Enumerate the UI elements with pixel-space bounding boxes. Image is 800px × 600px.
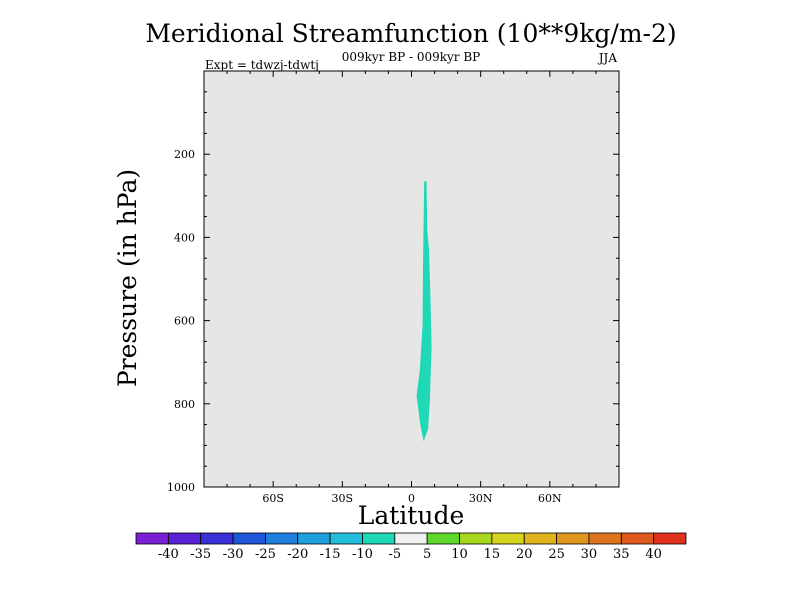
x-tick-label: 60N <box>538 492 562 505</box>
colorbar-box <box>588 532 622 545</box>
x-tick-label: 30N <box>469 492 493 505</box>
y-tick-label: 800 <box>174 398 195 411</box>
shaded-regions <box>416 181 432 442</box>
season-label: JJA <box>597 51 618 65</box>
colorbar-label: -10 <box>352 547 373 562</box>
colorbar-label: -15 <box>320 547 341 562</box>
colorbar-box <box>329 532 363 545</box>
colorbar-label: 20 <box>516 547 533 562</box>
colorbar-label: 10 <box>451 547 468 562</box>
x-tick-label: 0 <box>408 492 415 505</box>
colorbar-box <box>394 532 428 545</box>
colorbar-label: -40 <box>158 547 179 562</box>
x-axis-ticks <box>226 71 597 487</box>
colorbar-box <box>362 532 396 545</box>
colorbar-label: 25 <box>548 547 565 562</box>
y-axis-tick-labels: 200 400 600 800 1000 <box>167 148 195 494</box>
y-axis-ticks <box>204 91 619 467</box>
colorbar-box <box>265 532 299 545</box>
y-tick-label: 1000 <box>167 481 195 494</box>
x-axis-tick-labels: 60S 30S 0 30N 60N <box>262 492 562 505</box>
contour-region <box>416 181 432 442</box>
colorbar <box>135 532 687 545</box>
y-tick-label: 400 <box>174 231 195 244</box>
x-tick-label: 60S <box>262 492 284 505</box>
colorbar-label: -30 <box>223 547 244 562</box>
colorbar-box <box>135 532 169 545</box>
plot-area <box>204 71 619 487</box>
colorbar-box <box>556 532 590 545</box>
colorbar-label: -35 <box>190 547 211 562</box>
colorbar-box <box>200 532 234 545</box>
colorbar-box <box>523 532 557 545</box>
colorbar-label: -25 <box>255 547 276 562</box>
chart-subtitle: 009kyr BP - 009kyr BP <box>342 50 480 64</box>
y-tick-label: 600 <box>174 315 195 328</box>
colorbar-label: -5 <box>388 547 401 562</box>
colorbar-label: 40 <box>645 547 662 562</box>
colorbar-label: 15 <box>484 547 501 562</box>
colorbar-labels: -40 -35 -30 -25 -20 -15 -10 -5 5 10 15 20 25 30 35 40 <box>158 547 662 562</box>
colorbar-label: -20 <box>287 547 308 562</box>
colorbar-box <box>426 532 460 545</box>
colorbar-box <box>459 532 493 545</box>
experiment-label: Expt = tdwzj-tdwtj <box>205 58 319 72</box>
y-tick-label: 200 <box>174 148 195 161</box>
colorbar-box <box>491 532 525 545</box>
colorbar-box <box>620 532 655 545</box>
colorbar-label: 35 <box>613 547 630 562</box>
colorbar-box <box>653 532 687 545</box>
colorbar-label: 30 <box>581 547 598 562</box>
y-axis-label: Pressure (in hPa) <box>113 169 142 387</box>
chart-title: Meridional Streamfunction (10**9kg/m-2) <box>145 19 676 48</box>
colorbar-box <box>167 532 202 545</box>
colorbar-box <box>232 532 266 545</box>
x-tick-label: 30S <box>332 492 354 505</box>
colorbar-box <box>297 532 331 545</box>
colorbar-label: 5 <box>423 547 431 562</box>
x-axis-label: Latitude <box>358 501 465 530</box>
